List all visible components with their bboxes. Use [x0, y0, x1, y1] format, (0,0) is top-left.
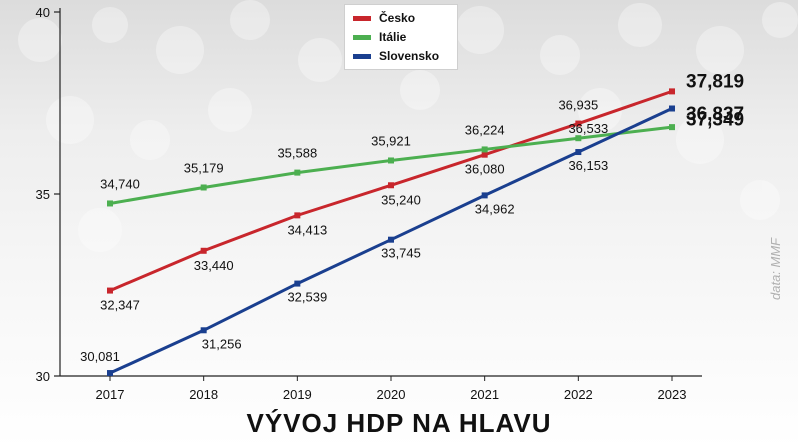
x-tick-label: 2017	[96, 387, 125, 402]
legend-item-italie: Itálie	[353, 28, 406, 46]
data-labels: 32,347 33,440 34,413 35,240 36,080 36,935 37,8…	[80, 71, 744, 364]
data-point-slovensko	[481, 192, 488, 199]
data-label-italie: 35,921	[371, 133, 411, 148]
data-label-slovensko: 34,962	[475, 201, 515, 216]
y-tick-label: 30	[36, 369, 50, 384]
x-tick-label: 2021	[470, 387, 499, 402]
data-point-cesko	[107, 287, 113, 294]
x-tick-label: 2023	[658, 387, 687, 402]
data-label-slovensko: 32,539	[287, 290, 327, 305]
data-label-slovensko: 36,153	[568, 158, 608, 173]
data-point-slovensko	[388, 236, 394, 243]
x-tick-label: 2022	[564, 387, 593, 402]
data-point-italie	[388, 157, 394, 164]
x-tick-label: 2020	[377, 387, 406, 402]
series-lines	[107, 88, 675, 377]
data-label-italie: 35,588	[277, 146, 317, 161]
legend-swatch-slovensko	[353, 53, 371, 59]
data-point-slovensko	[200, 327, 207, 334]
data-label-cesko: 36,080	[465, 162, 505, 177]
data-point-cesko	[481, 151, 488, 158]
legend-swatch-cesko	[353, 15, 371, 21]
data-point-italie	[294, 169, 301, 176]
data-label-cesko: 34,413	[287, 222, 327, 237]
data-point-italie	[575, 135, 582, 142]
data-label-italie: 34,740	[100, 176, 140, 191]
data-label-italie: 36,224	[465, 122, 505, 137]
data-point-slovensko	[669, 105, 675, 112]
x-tick-label: 2018	[189, 387, 218, 402]
data-label-slovensko: 30,081	[80, 349, 120, 364]
legend-item-slovensko: Slovensko	[353, 47, 439, 65]
data-point-cesko	[200, 247, 207, 254]
legend-label-slovensko: Slovensko	[379, 49, 440, 63]
legend: Česko Itálie Slovensko	[344, 4, 458, 70]
data-point-slovensko	[107, 370, 113, 377]
data-point-slovensko	[294, 280, 301, 287]
legend-item-cesko: Česko	[353, 9, 415, 27]
data-label-cesko: 36,935	[558, 98, 598, 113]
data-point-italie	[107, 200, 113, 207]
data-label-slovensko: 33,745	[381, 246, 421, 261]
legend-label-cesko: Česko	[379, 11, 416, 25]
legend-swatch-italie	[353, 34, 371, 40]
x-tick-label: 2019	[283, 387, 312, 402]
data-point-cesko	[294, 212, 301, 219]
data-label-italie: 36,533	[568, 121, 608, 136]
y-tick-label: 40	[36, 5, 50, 20]
data-point-italie	[481, 146, 488, 153]
data-point-cesko	[575, 120, 582, 127]
legend-label-italie: Itálie	[379, 30, 407, 44]
data-point-cesko	[669, 88, 675, 95]
y-tick-label: 35	[36, 187, 50, 202]
data-point-slovensko	[575, 149, 582, 156]
source-note: data: MMF	[768, 237, 783, 300]
end-value-label-cesko: 37,819	[686, 71, 744, 92]
chart-title: VÝVOJ HDP NA HLAVU	[246, 408, 552, 438]
data-point-italie	[200, 184, 207, 191]
axes: 30 35 40 2017 2018 2019 2020 2021 2022 2023	[36, 5, 702, 402]
end-value-label-italie: 36,837	[686, 104, 744, 125]
data-label-cesko: 35,240	[381, 192, 421, 207]
data-label-italie: 35,179	[184, 160, 224, 175]
data-point-cesko	[388, 182, 394, 189]
end-value-label-slovensko: 37,349	[686, 109, 744, 130]
data-point-italie	[669, 124, 675, 131]
data-label-cesko: 32,347	[100, 298, 140, 313]
data-label-slovensko: 31,256	[202, 336, 242, 351]
data-label-cesko: 33,440	[194, 258, 234, 273]
